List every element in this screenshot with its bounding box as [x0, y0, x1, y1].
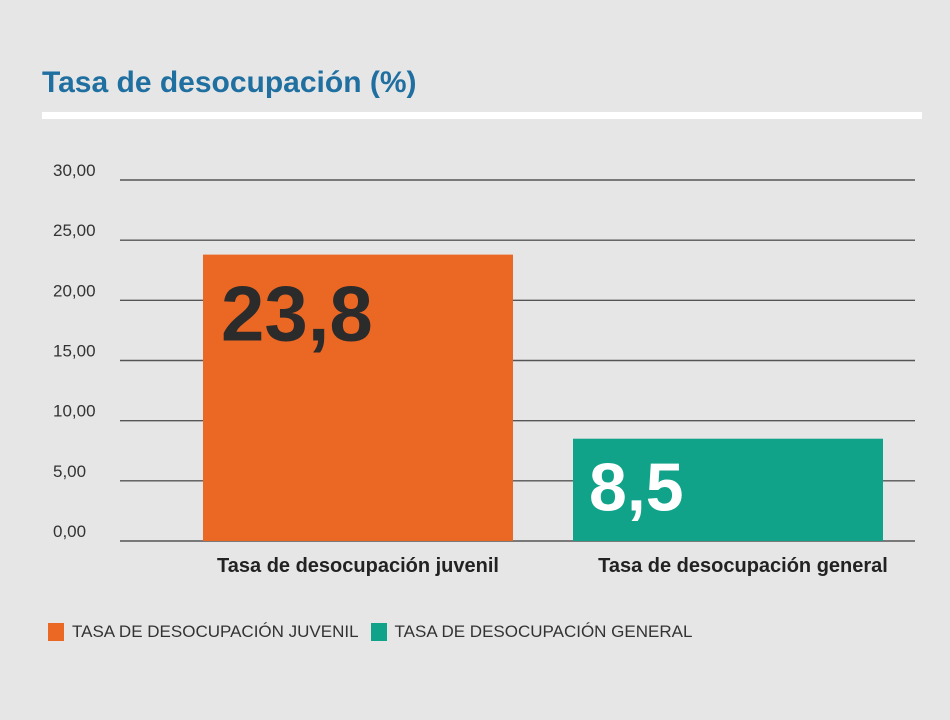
x-category-label: Tasa de desocupación general — [598, 555, 888, 577]
y-tick-label: 10,00 — [53, 402, 96, 421]
y-tick-label: 20,00 — [53, 281, 96, 300]
bar — [573, 438, 883, 541]
bar-value-label: 8,5 — [589, 450, 684, 526]
bar — [203, 254, 513, 541]
y-tick-label: 25,00 — [53, 221, 96, 240]
legend-item-general: TASA DE DESOCUPACIÓN GENERAL — [370, 622, 693, 642]
legend-item-juvenil: TASA DE DESOCUPACIÓN JUVENIL — [48, 622, 359, 642]
y-tick-label: 5,00 — [53, 462, 86, 481]
legend-label-general: TASA DE DESOCUPACIÓN GENERAL — [394, 622, 693, 641]
y-tick-label: 0,00 — [53, 522, 86, 541]
y-tick-label: 15,00 — [53, 342, 96, 361]
chart-title: Tasa de desocupación (%) — [42, 66, 417, 99]
title-divider — [42, 112, 922, 119]
bar-value-label: 23,8 — [221, 270, 373, 358]
legend-swatch-juvenil — [48, 623, 64, 641]
y-tick-label: 30,00 — [53, 161, 96, 180]
x-category-label: Tasa de desocupación juvenil — [217, 555, 499, 577]
legend-label-juvenil: TASA DE DESOCUPACIÓN JUVENIL — [72, 622, 359, 641]
legend-swatch-general — [370, 623, 387, 641]
legend: TASA DE DESOCUPACIÓN JUVENIL TASA DE DES… — [48, 622, 704, 642]
